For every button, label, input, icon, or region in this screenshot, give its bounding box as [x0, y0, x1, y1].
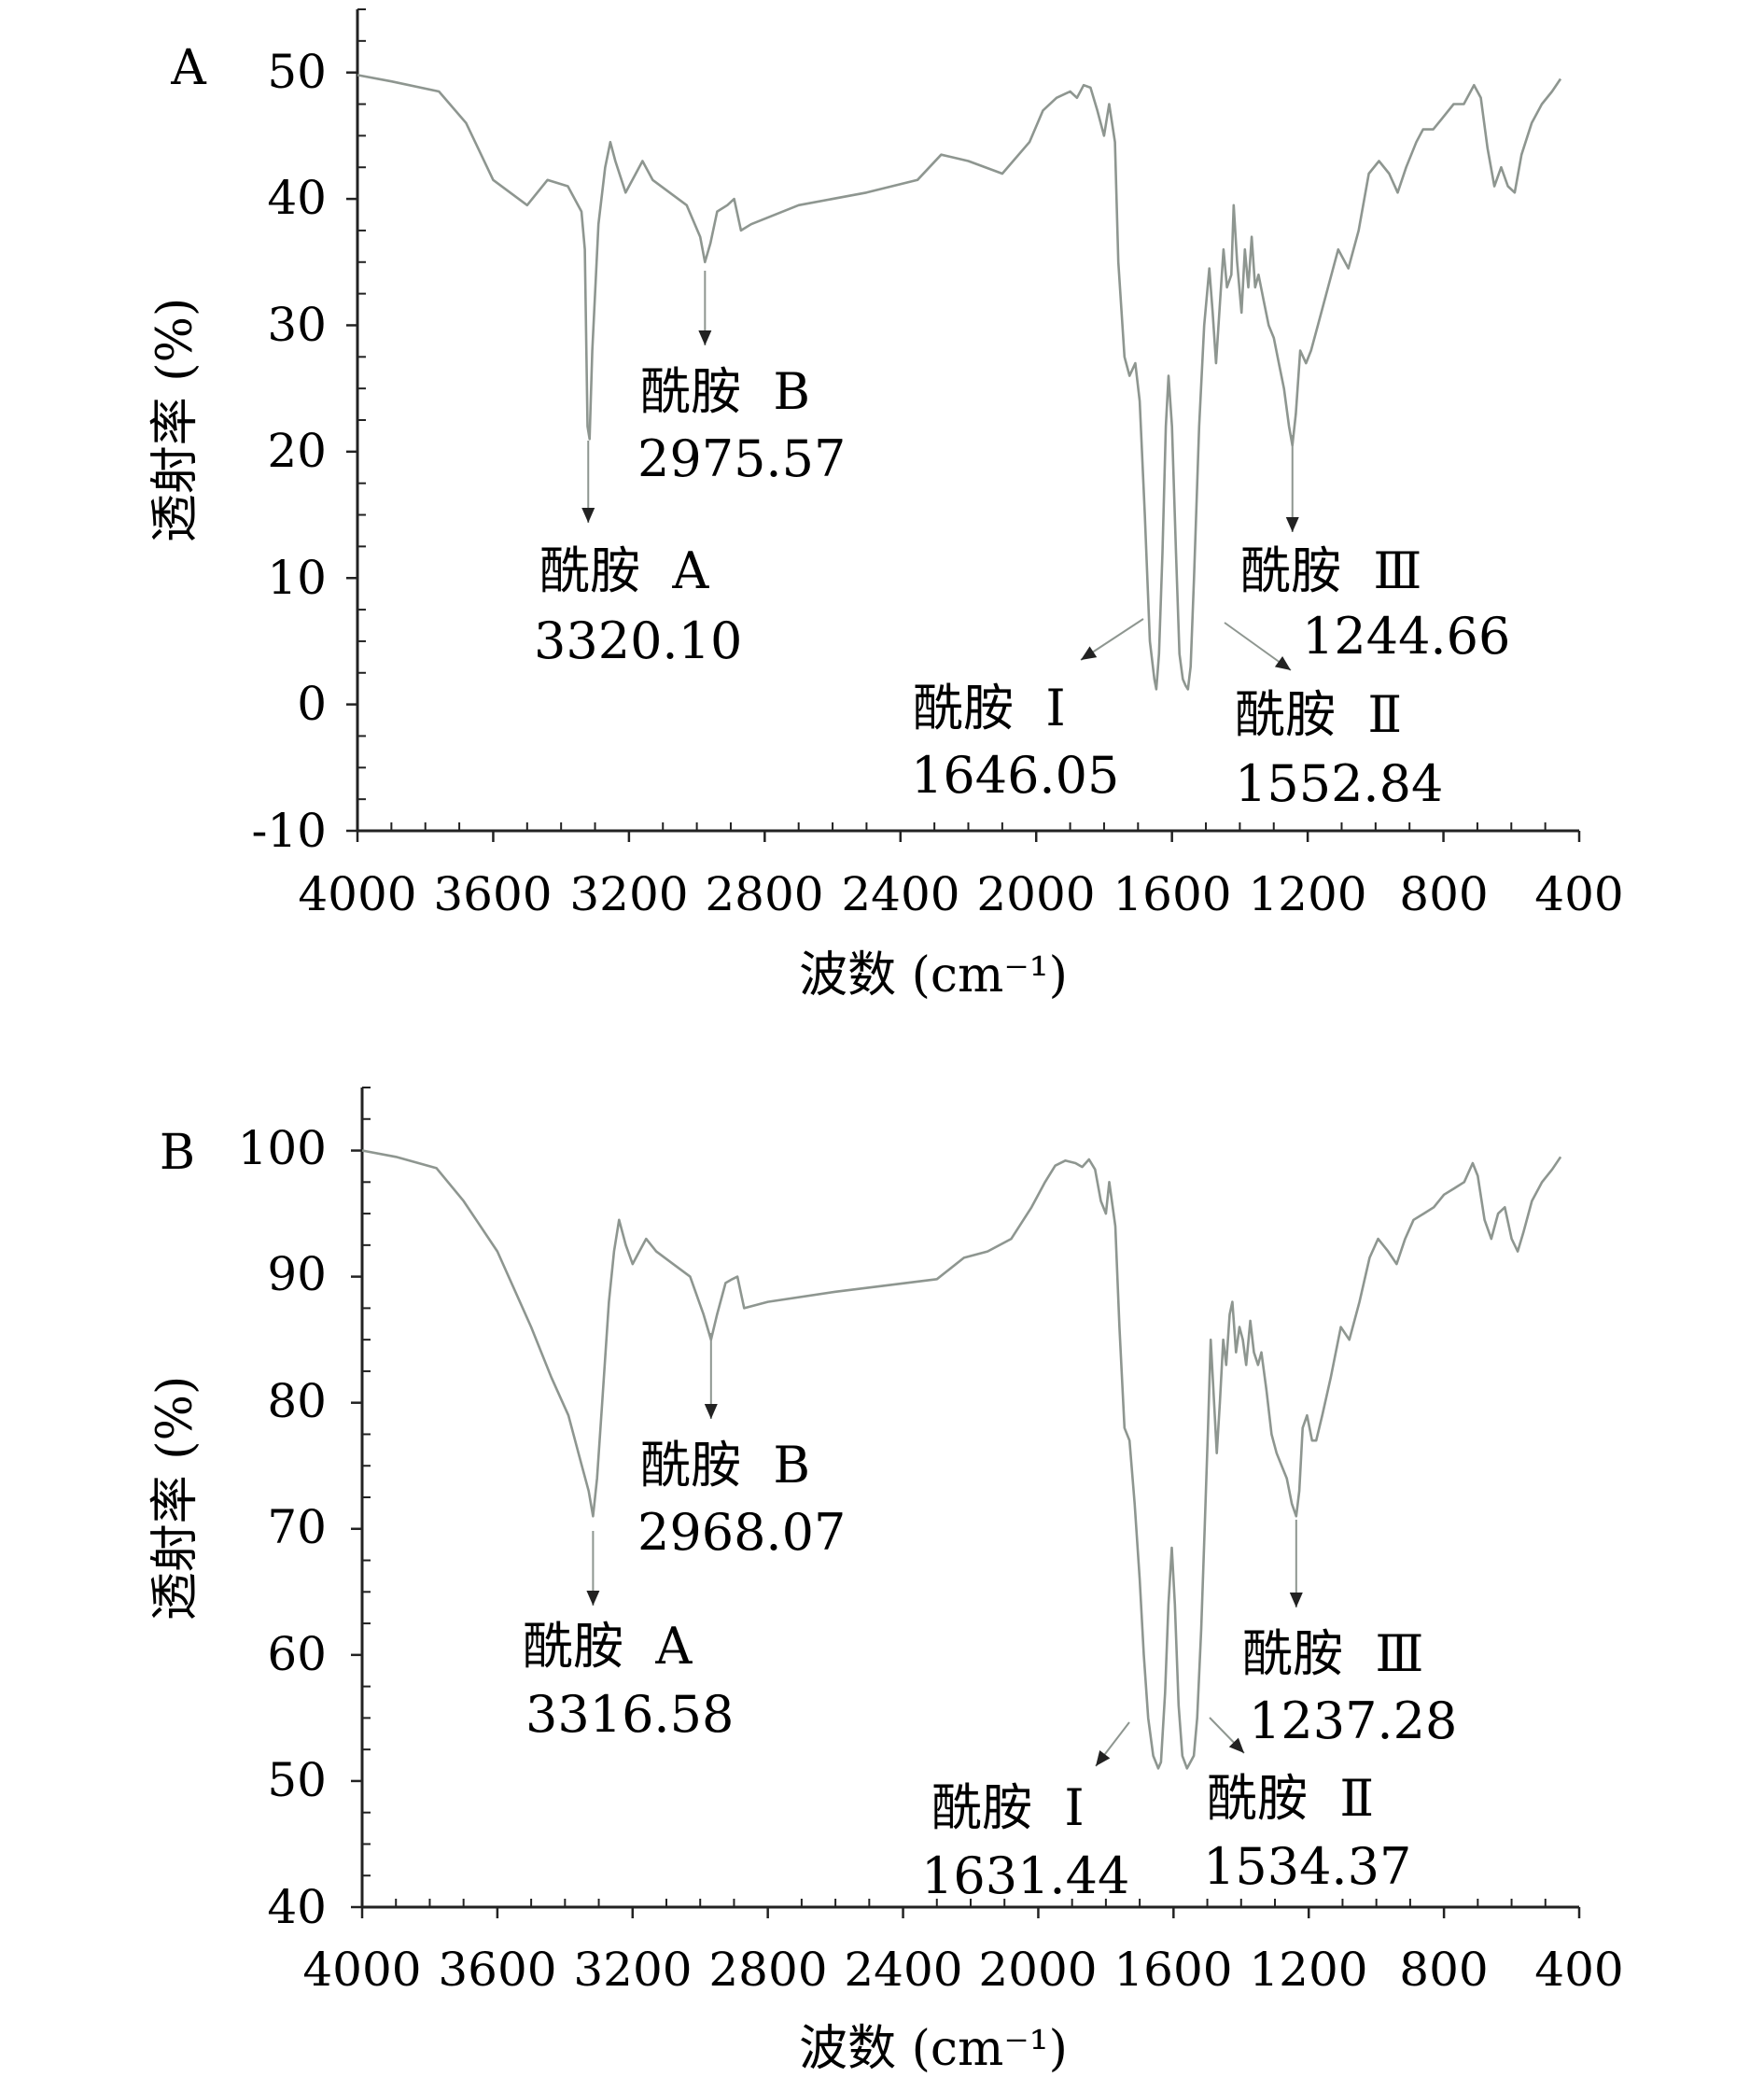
annotation-value: 2975.57 — [637, 429, 846, 488]
arrowhead — [698, 330, 712, 345]
y-tick-label: 20 — [267, 424, 327, 478]
x-tick-label: 2000 — [976, 867, 1095, 921]
x-tick-label: 800 — [1399, 867, 1488, 921]
annotation-label: 酰胺 A — [539, 541, 709, 600]
annotation-value: 1552.84 — [1235, 754, 1443, 813]
annotation-label: 酰胺 Ⅰ — [931, 1778, 1085, 1837]
annotation-label: 酰胺 B — [640, 362, 810, 421]
annotation-value: 3320.10 — [534, 611, 742, 670]
x-axis-label: 波数 (cm⁻¹) — [799, 947, 1068, 1003]
y-axis-label: 透射率 (%) — [147, 1376, 203, 1621]
axis-ticks — [351, 1087, 1581, 1918]
axis-ticks — [346, 8, 1581, 842]
y-axis-label: 透射率 (%) — [147, 298, 203, 543]
arrowhead — [1081, 646, 1098, 660]
arrowhead — [586, 1591, 600, 1606]
x-tick-label: 4000 — [302, 1943, 421, 1997]
y-tick-label: 30 — [267, 298, 327, 352]
panel-label: A — [170, 40, 207, 96]
x-tick-label: 1200 — [1248, 867, 1366, 921]
y-tick-label: 50 — [267, 1753, 327, 1807]
annotation-label: 酰胺 A — [523, 1617, 693, 1676]
y-tick-label: 10 — [267, 551, 327, 605]
y-tick-label: -10 — [251, 804, 327, 858]
y-tick-label: 90 — [267, 1247, 327, 1301]
arrowhead — [1096, 1750, 1111, 1766]
y-tick-label: 40 — [267, 1880, 327, 1934]
annotation-label: 酰胺 Ⅲ — [1240, 541, 1421, 600]
y-tick-label: 0 — [297, 677, 327, 731]
x-tick-label: 3200 — [569, 867, 688, 921]
x-tick-label: 1200 — [1249, 1943, 1367, 1997]
annotation-label: 酰胺 Ⅱ — [1235, 685, 1402, 744]
annotation-value: 1534.37 — [1203, 1837, 1411, 1896]
annotation-label: 酰胺 Ⅲ — [1242, 1624, 1423, 1683]
x-tick-label: 400 — [1534, 867, 1623, 921]
arrowhead — [1274, 655, 1291, 670]
annotation-value: 2968.07 — [637, 1503, 846, 1562]
x-axis-label: 波数 (cm⁻¹) — [799, 2021, 1068, 2077]
annotation-value: 3316.58 — [525, 1685, 734, 1744]
x-tick-label: 2400 — [841, 867, 959, 921]
y-tick-label: 70 — [267, 1500, 327, 1554]
x-tick-label: 2000 — [978, 1943, 1097, 1997]
x-tick-label: 1600 — [1113, 1943, 1232, 1997]
x-tick-label: 800 — [1399, 1943, 1488, 1997]
x-tick-label: 2800 — [708, 1943, 827, 1997]
y-tick-label: 80 — [267, 1374, 327, 1428]
annotation-label: 酰胺 Ⅰ — [913, 679, 1066, 737]
x-tick-label: 2400 — [844, 1943, 962, 1997]
spectrum-line — [357, 74, 1562, 691]
x-tick-label: 3600 — [433, 867, 552, 921]
arrowhead — [1289, 1593, 1303, 1607]
panel-label: B — [160, 1125, 195, 1181]
annotation-value: 1244.66 — [1302, 607, 1510, 666]
annotation-label: 酰胺 B — [640, 1436, 810, 1495]
annotation-label: 酰胺 Ⅱ — [1207, 1769, 1374, 1828]
annotation-value: 1631.44 — [921, 1846, 1129, 1905]
arrowhead — [1228, 1737, 1244, 1753]
annotation-value: 1237.28 — [1249, 1691, 1457, 1750]
x-tick-label: 4000 — [298, 867, 416, 921]
x-tick-label: 400 — [1534, 1943, 1623, 1997]
panel-b: B 40 50 60 70 80 90 100 4000 3600 3200 2… — [147, 1087, 1624, 2077]
panel-a: A -10 0 10 20 30 40 50 4000 3600 3200 28… — [147, 8, 1624, 1003]
y-tick-label: 50 — [267, 45, 327, 99]
arrowhead — [581, 508, 595, 523]
y-tick-label: 60 — [267, 1627, 327, 1681]
arrowhead — [704, 1404, 718, 1419]
x-tick-label: 3200 — [573, 1943, 692, 1997]
spectrum-line — [361, 1149, 1562, 1770]
x-tick-label: 1600 — [1113, 867, 1231, 921]
y-tick-label: 40 — [267, 171, 327, 225]
arrowhead — [1285, 517, 1299, 532]
annotation-value: 1646.05 — [911, 746, 1119, 805]
y-tick-label: 100 — [238, 1121, 327, 1175]
x-tick-label: 3600 — [438, 1943, 556, 1997]
x-tick-label: 2800 — [705, 867, 823, 921]
